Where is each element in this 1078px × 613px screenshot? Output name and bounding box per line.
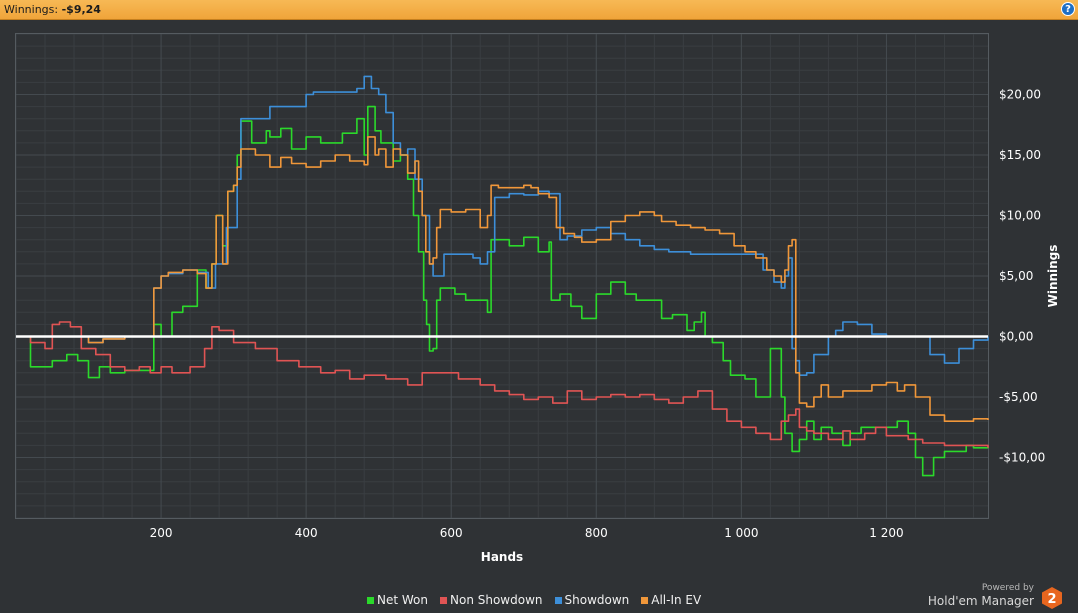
logo-number: 2	[1047, 592, 1056, 607]
legend-item-net-won[interactable]: Net Won	[367, 593, 428, 607]
y-axis-ticks: -$10,00 -$5,00 $0,00 $5,00 $10,00 $15,00 $20,0…	[999, 88, 1045, 465]
y-tick-label: $20,00	[999, 88, 1041, 102]
legend-swatch-non-showdown	[440, 596, 447, 604]
x-tick-label: 1 200	[869, 526, 903, 540]
series-lines	[16, 75, 989, 477]
y-axis-label: Winnings	[1046, 245, 1060, 308]
y-tick-label: -$5,00	[999, 390, 1038, 404]
legend-label: Non Showdown	[450, 593, 543, 607]
x-axis-ticks: 200 400 600 800 1 000 1 200	[150, 526, 904, 540]
legend-label: All-In EV	[651, 593, 702, 607]
winnings-label: Winnings:	[4, 3, 59, 16]
x-tick-label: 400	[295, 526, 318, 540]
x-axis-label: Hands	[481, 550, 523, 564]
legend-swatch-showdown	[554, 596, 562, 604]
chart-legend: Net Won Non Showdown Showdown All-In EV	[367, 593, 701, 607]
winnings-value: -$9,24	[61, 3, 101, 16]
legend-label: Showdown	[564, 593, 630, 607]
legend-item-non-showdown[interactable]: Non Showdown	[440, 593, 543, 607]
legend-item-all-in-ev[interactable]: All-In EV	[641, 593, 701, 607]
x-tick-label: 800	[585, 526, 608, 540]
series-line-all-in-ev	[16, 136, 989, 422]
legend-item-showdown[interactable]: Showdown	[554, 593, 630, 607]
series-line-net-won	[16, 105, 989, 477]
winnings-chart: 200 400 600 800 1 000 1 200 -$10,00 -$5,00 $0,0…	[15, 33, 1060, 564]
legend-swatch-net-won	[367, 596, 374, 604]
x-tick-label: 1 000	[724, 526, 758, 540]
hem-logo-icon: 2	[1042, 587, 1062, 609]
legend-label: Net Won	[377, 593, 428, 607]
series-line-non-showdown	[16, 321, 989, 448]
y-tick-label: $0,00	[999, 330, 1033, 344]
x-tick-label: 600	[440, 526, 463, 540]
powered-by-text: Powered by	[981, 583, 1034, 593]
winnings-header-bar: Winnings: -$9,24 ?	[0, 0, 1078, 20]
help-icon[interactable]: ?	[1061, 2, 1075, 16]
x-tick-label: 200	[150, 526, 173, 540]
y-tick-label: $15,00	[999, 148, 1041, 162]
plot-area-border	[15, 33, 989, 519]
brand-name: Hold'em Manager	[927, 594, 1034, 608]
legend-swatch-all-in-ev	[641, 596, 649, 604]
y-tick-label: $10,00	[999, 209, 1041, 223]
y-tick-label: -$10,00	[999, 451, 1045, 465]
winnings-summary: Winnings: -$9,24	[4, 3, 101, 16]
y-tick-label: $5,00	[999, 269, 1033, 283]
series-line-showdown	[16, 75, 989, 376]
